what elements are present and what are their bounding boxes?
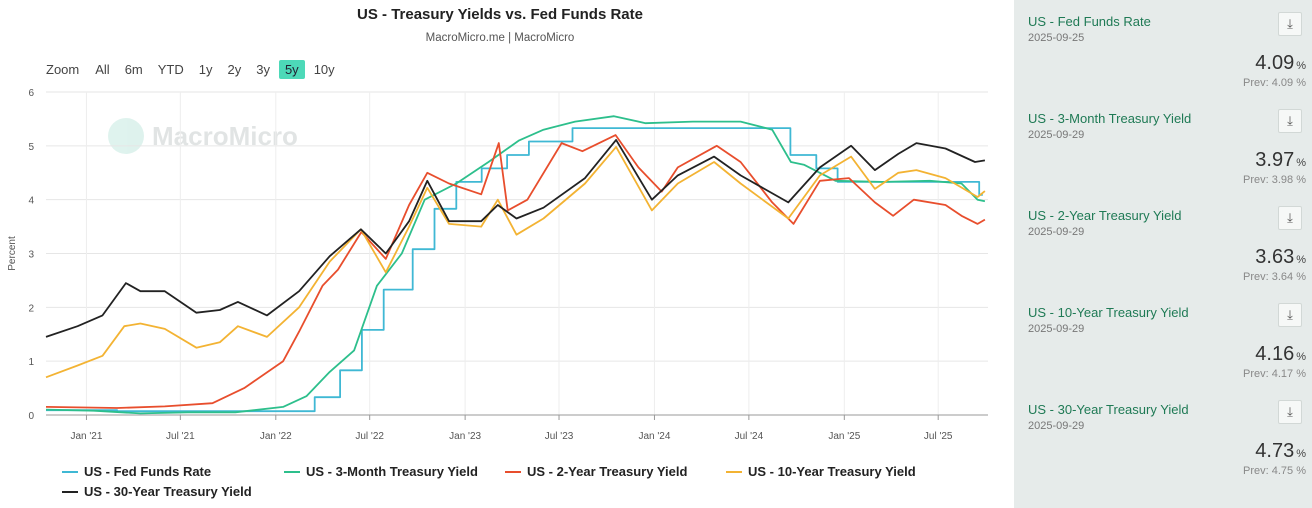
indicator-date: 2025-09-29 (1028, 323, 1085, 335)
download-icon[interactable]: ⤓ (1278, 206, 1302, 230)
x-tick-label: Jul '23 (545, 431, 574, 442)
y-tick-label: 0 (28, 411, 34, 422)
indicator-name[interactable]: US - 10-Year Treasury Yield (1028, 305, 1189, 320)
indicator-value: 4.09% (1255, 52, 1306, 75)
indicator-name[interactable]: US - 3-Month Treasury Yield (1028, 111, 1192, 126)
legend-label: US - 30-Year Treasury Yield (84, 484, 252, 499)
zoom-button-ytd[interactable]: YTD (157, 62, 184, 77)
zoom-button-6m[interactable]: 6m (124, 62, 143, 77)
y-tick-label: 3 (28, 250, 34, 261)
indicator-name[interactable]: US - 2-Year Treasury Yield (1028, 208, 1182, 223)
indicator-value: 4.16% (1255, 343, 1306, 366)
line-chart: 0 1 2 3 4 5 6 Jan '21 Jul '21 Jan '22 Jul '22 Jan '… (7, 88, 988, 442)
y-tick-label: 4 (28, 196, 34, 207)
legend-label: US - 3-Month Treasury Yield (306, 464, 478, 479)
zoom-button-5y[interactable]: 5y (278, 60, 305, 79)
x-tick-label: Jul '24 (735, 431, 764, 442)
y-tick-label: 6 (28, 88, 34, 99)
download-icon[interactable]: ⤓ (1278, 109, 1302, 133)
grid (46, 91, 988, 416)
value-unit: % (1296, 60, 1306, 72)
zoom-button-1y[interactable]: 1y (198, 62, 213, 77)
axes: 0 1 2 3 4 5 6 Jan '21 Jul '21 Jan '22 Jul '22 Jan '… (7, 88, 988, 442)
indicator-name[interactable]: US - 30-Year Treasury Yield (1028, 402, 1189, 417)
y-tick-label: 2 (28, 303, 34, 314)
legend-swatch (284, 470, 300, 473)
chart-title: US - Treasury Yields vs. Fed Funds Rate (357, 6, 643, 23)
legend-item-10-year[interactable]: US - 10-Year Treasury Yield (726, 464, 916, 479)
series-line-2[interactable] (45, 134, 986, 409)
indicator-name[interactable]: US - Fed Funds Rate (1028, 14, 1151, 29)
value-unit: % (1296, 157, 1306, 169)
zoom-bar: Zoom All 6m YTD 1y 2y 3y 5y 10y (46, 60, 344, 79)
indicator-date: 2025-09-29 (1028, 226, 1085, 238)
value-number: 4.73 (1255, 440, 1295, 462)
zoom-label: Zoom (46, 62, 80, 77)
indicator-prev: Prev: 4.17 % (1243, 368, 1306, 380)
indicator-prev: Prev: 4.09 % (1243, 77, 1306, 89)
legend-label: US - 10-Year Treasury Yield (748, 464, 916, 479)
indicator-card: US - 10-Year Treasury Yield 2025-09-29 ⤓… (1014, 291, 1312, 387)
series-line-1[interactable] (45, 115, 986, 415)
value-unit: % (1296, 448, 1306, 460)
indicator-prev: Prev: 4.75 % (1243, 465, 1306, 477)
legend-label: US - Fed Funds Rate (84, 464, 212, 479)
value-number: 4.16 (1255, 343, 1295, 365)
download-icon[interactable]: ⤓ (1278, 400, 1302, 424)
indicator-card: US - 30-Year Treasury Yield 2025-09-29 ⤓… (1014, 388, 1312, 484)
value-unit: % (1296, 351, 1306, 363)
x-tick-label: Jan '21 (70, 431, 102, 442)
macromicro-logo-icon (108, 118, 144, 154)
legend-swatch (726, 470, 742, 473)
zoom-button-all[interactable]: All (95, 62, 110, 77)
indicator-date: 2025-09-25 (1028, 32, 1085, 44)
x-tick-label: Jan '22 (260, 431, 292, 442)
indicator-panel: US - Fed Funds Rate 2025-09-25 ⤓ 4.09% P… (1014, 0, 1312, 508)
indicator-card: US - 3-Month Treasury Yield 2025-09-29 ⤓… (1014, 97, 1312, 193)
legend-label: US - 2-Year Treasury Yield (527, 464, 688, 479)
legend-swatch (62, 490, 78, 493)
legend-item-30-year[interactable]: US - 30-Year Treasury Yield (62, 484, 252, 499)
y-axis-title: Percent (7, 236, 18, 271)
y-tick-label: 1 (28, 357, 34, 368)
indicator-date: 2025-09-29 (1028, 129, 1085, 141)
x-tick-label: Jul '22 (355, 431, 384, 442)
legend-swatch (505, 470, 521, 473)
chart-subtitle: MacroMicro.me | MacroMicro (425, 32, 575, 44)
x-tick-label: Jan '23 (449, 431, 481, 442)
indicator-value: 4.73% (1255, 440, 1306, 463)
zoom-button-2y[interactable]: 2y (227, 62, 242, 77)
value-number: 3.63 (1255, 246, 1295, 268)
legend-item-fed-funds[interactable]: US - Fed Funds Rate (62, 464, 211, 479)
indicator-card: US - Fed Funds Rate 2025-09-25 ⤓ 4.09% P… (1014, 0, 1312, 96)
x-tick-label: Jul '25 (924, 431, 953, 442)
indicator-value: 3.97% (1255, 149, 1306, 172)
legend-item-3-month[interactable]: US - 3-Month Treasury Yield (284, 464, 478, 479)
series-line-0[interactable] (46, 127, 983, 413)
series-line-4[interactable] (45, 139, 986, 338)
chart-area: US - Treasury Yields vs. Fed Funds Rate … (7, 6, 988, 499)
x-tick-label: Jan '25 (828, 431, 860, 442)
zoom-button-3y[interactable]: 3y (256, 62, 270, 77)
value-unit: % (1296, 254, 1306, 266)
indicator-date: 2025-09-29 (1028, 420, 1085, 432)
value-number: 3.97 (1255, 149, 1295, 171)
x-tick-label: Jan '24 (638, 431, 670, 442)
series-lines (45, 115, 986, 415)
download-icon[interactable]: ⤓ (1278, 303, 1302, 327)
zoom-button-10y[interactable]: 10y (313, 62, 335, 77)
indicator-card: US - 2-Year Treasury Yield 2025-09-29 ⤓ … (1014, 194, 1312, 290)
legend-swatch (62, 470, 78, 473)
legend-item-2-year[interactable]: US - 2-Year Treasury Yield (505, 464, 687, 479)
indicator-prev: Prev: 3.64 % (1243, 271, 1306, 283)
indicator-value: 3.63% (1255, 246, 1306, 269)
indicator-prev: Prev: 3.98 % (1243, 174, 1306, 186)
value-number: 4.09 (1255, 52, 1295, 74)
download-icon[interactable]: ⤓ (1278, 12, 1302, 36)
x-tick-label: Jul '21 (166, 431, 195, 442)
y-tick-label: 5 (28, 142, 34, 153)
